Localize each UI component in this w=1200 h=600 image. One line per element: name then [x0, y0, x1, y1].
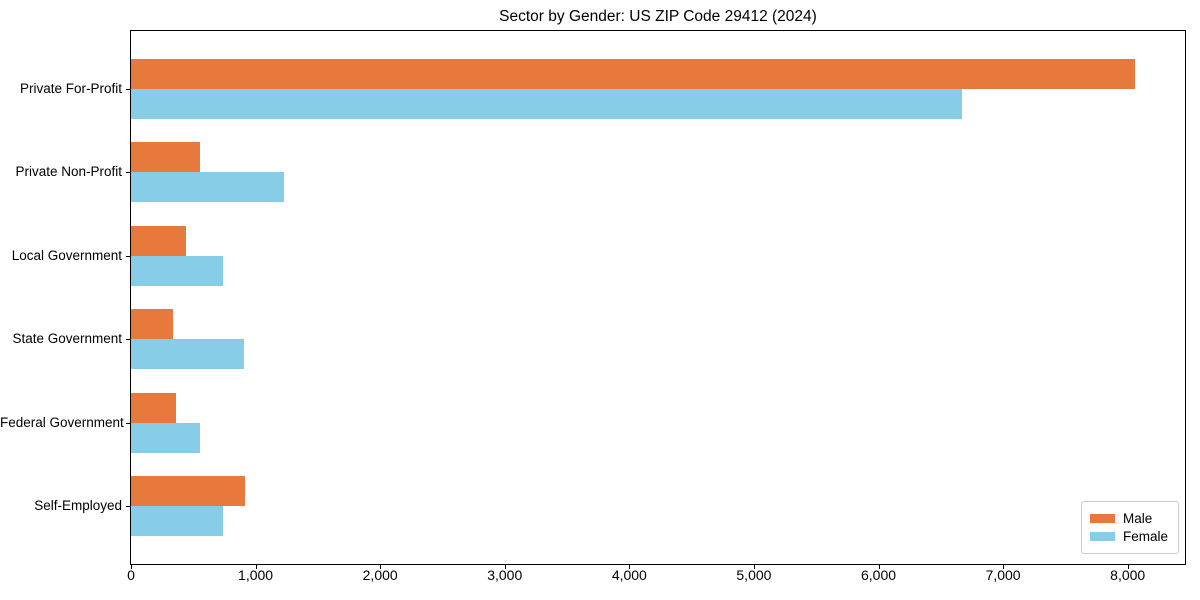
xtick-mark: [1003, 565, 1004, 569]
legend-item-male: Male: [1089, 511, 1168, 526]
bar-male-state-government: [131, 309, 173, 340]
legend-swatch-female: [1089, 532, 1115, 541]
bar-female-private-for-profit: [131, 88, 962, 119]
legend-item-female: Female: [1089, 529, 1168, 544]
xtick-mark: [754, 565, 755, 569]
bar-female-private-non-profit: [131, 172, 285, 203]
bar-male-local-government: [131, 225, 186, 256]
bar-female-local-government: [131, 255, 223, 286]
xtick-mark: [131, 565, 132, 569]
xtick-mark: [380, 565, 381, 569]
ytick-label-state-government: State Government: [12, 331, 122, 347]
xtick-label-2-000: 2,000: [362, 567, 398, 583]
ytick-label-private-non-profit: Private Non-Profit: [15, 164, 122, 180]
xtick-mark: [505, 565, 506, 569]
xtick-label-3-000: 3,000: [487, 567, 523, 583]
legend: Male Female: [1080, 501, 1179, 554]
ytick-label-federal-government: Federal Government: [0, 414, 124, 430]
ytick-label-self-employed: Self-Employed: [34, 498, 122, 514]
legend-swatch-male: [1089, 514, 1115, 523]
bars-container: [131, 31, 1185, 564]
xtick-label-5-000: 5,000: [736, 567, 772, 583]
bar-male-self-employed: [131, 476, 245, 507]
ytick-mark: [126, 88, 130, 90]
ytick-mark: [126, 255, 130, 257]
ytick-mark: [126, 172, 130, 174]
ytick-label-private-for-profit: Private For-Profit: [19, 80, 122, 96]
plot-area: Male Female: [130, 30, 1186, 565]
xtick-label-6-000: 6,000: [860, 567, 897, 583]
chart-title: Sector by Gender: US ZIP Code 29412 (202…: [499, 8, 817, 25]
bar-male-private-for-profit: [131, 58, 1136, 89]
ytick-mark: [126, 422, 130, 424]
xtick-label-8-000: 8,000: [1110, 567, 1146, 583]
xtick-label-0: 0: [127, 567, 135, 583]
bar-female-self-employed: [131, 506, 223, 537]
xtick-label-7-000: 7,000: [985, 567, 1021, 583]
bar-female-state-government: [131, 339, 244, 370]
bar-female-federal-government: [131, 422, 201, 453]
bar-male-private-non-profit: [131, 142, 200, 173]
legend-label-female: Female: [1122, 529, 1168, 544]
ytick-label-local-government: Local Government: [11, 247, 122, 263]
xtick-mark: [1128, 565, 1129, 569]
xtick-mark: [629, 565, 630, 569]
ytick-mark: [126, 339, 130, 341]
ytick-mark: [126, 506, 130, 508]
xtick-label-1-000: 1,000: [238, 567, 274, 583]
xtick-mark: [256, 565, 257, 569]
bar-male-federal-government: [131, 392, 176, 423]
xtick-label-4-000: 4,000: [611, 567, 647, 583]
xtick-mark: [879, 565, 880, 569]
legend-label-male: Male: [1122, 511, 1153, 526]
